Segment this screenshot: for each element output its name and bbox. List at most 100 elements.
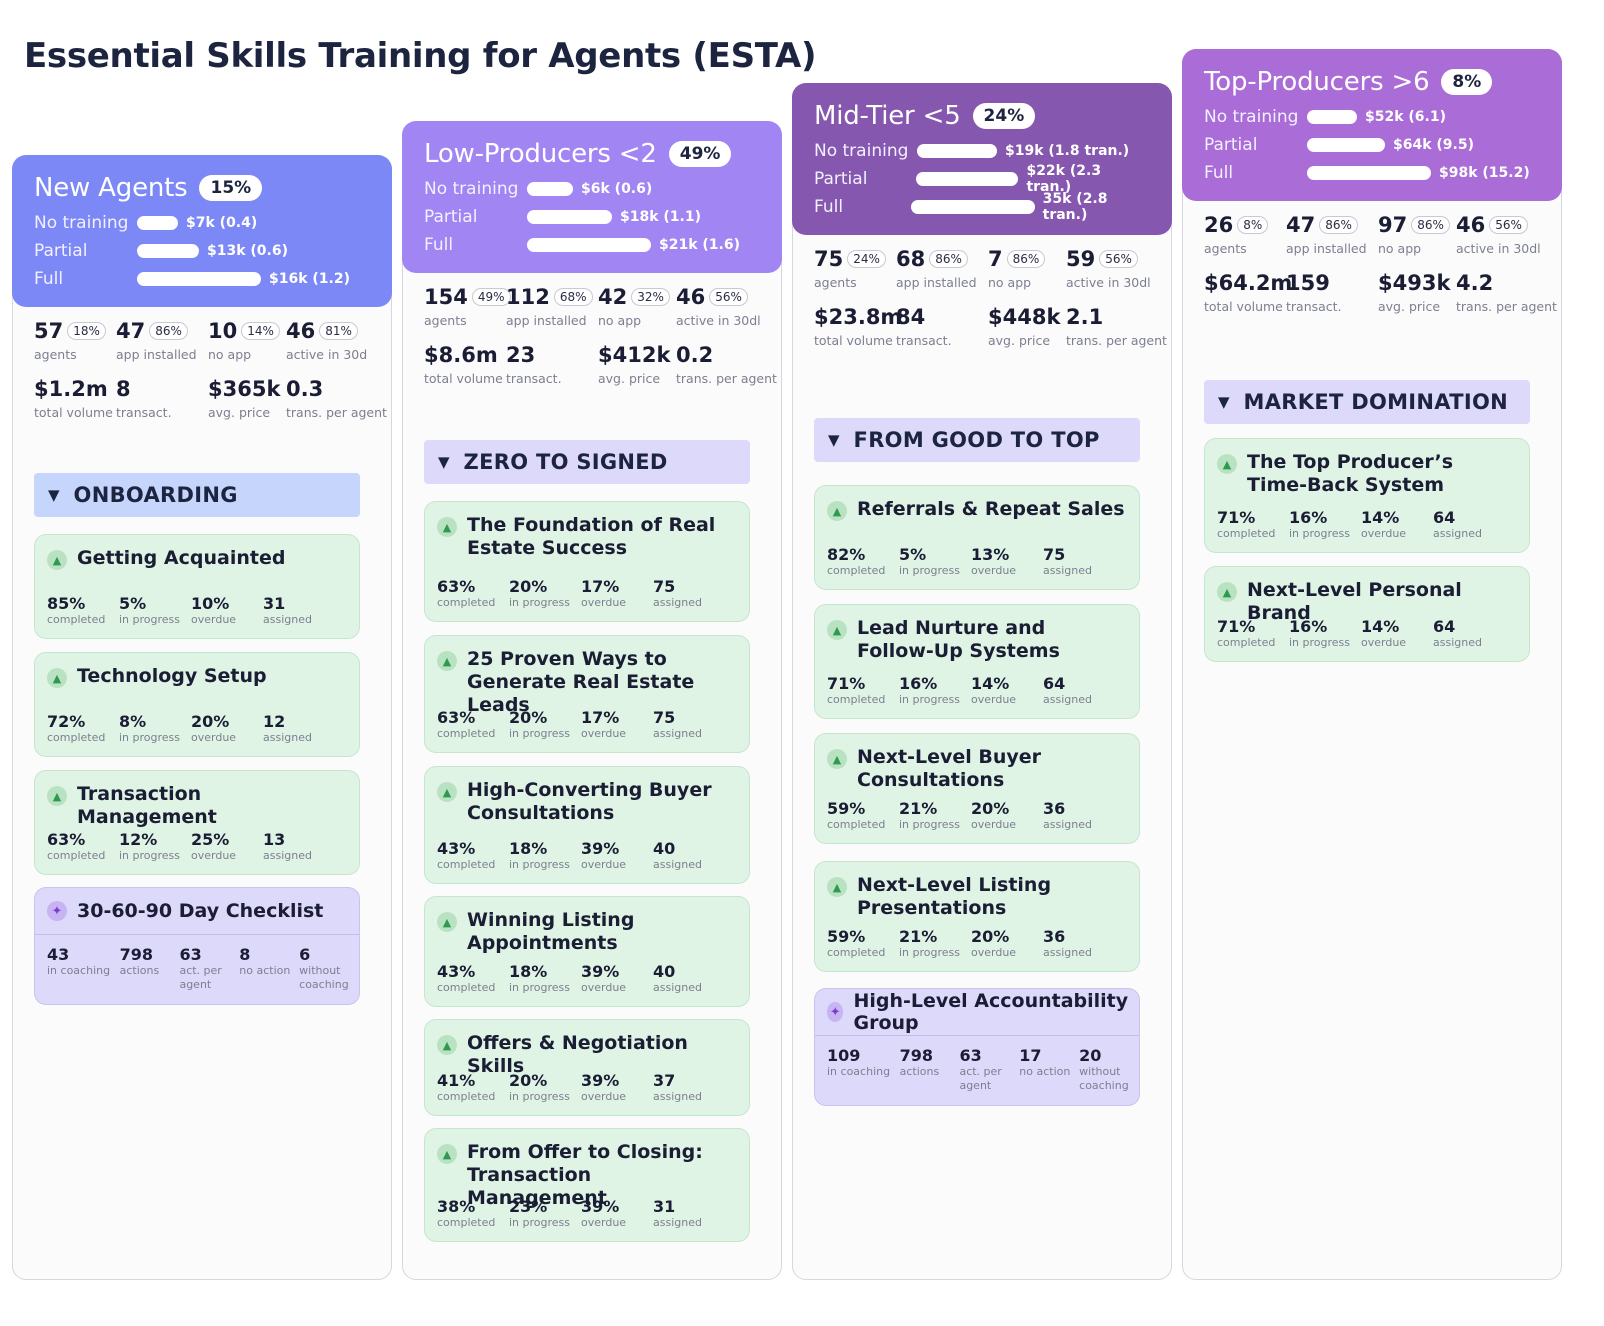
stat-value: $493k <box>1378 271 1451 295</box>
graduation-cap-icon: ▲ <box>437 782 457 802</box>
caret-down-icon[interactable]: ▼ <box>828 431 840 449</box>
stat-value: 46 <box>676 285 706 309</box>
stat-label: trans. per agent <box>1456 299 1557 314</box>
section-header-low-producers[interactable]: ▼ ZERO TO SIGNED <box>424 440 750 484</box>
course-card[interactable]: ▲ Next-Level Buyer Consultations 59% comple… <box>814 733 1140 844</box>
course-card[interactable]: ▲ The Foundation of Real Estate Success 63… <box>424 501 750 622</box>
metric-label: in progress <box>509 596 571 609</box>
course-metric-overdue: 14% overdue <box>1361 508 1433 540</box>
course-card[interactable]: ▲ Lead Nurture and Follow-Up Systems 71% co… <box>814 604 1140 719</box>
course-metric-in-progress: 8% in progress <box>119 712 191 744</box>
course-metric-completed: 59% completed <box>827 927 899 959</box>
coaching-metric-label: actions <box>119 964 160 977</box>
segment-header[interactable]: Mid-Tier <5 24% No training $19k (1.8 tran.… <box>792 83 1172 235</box>
course-card[interactable]: ▲ Next-Level Personal Brand 71% completed 16… <box>1204 566 1530 662</box>
metric-label: completed <box>827 946 886 959</box>
stat-label: agents <box>1204 241 1247 256</box>
course-metric-assigned: 31 assigned <box>653 1197 725 1229</box>
course-card[interactable]: ▲ Next-Level Listing Presentations 59% comp… <box>814 861 1140 972</box>
course-metric-overdue: 20% overdue <box>191 712 263 744</box>
coaching-metric-value: 798 <box>899 1046 934 1065</box>
course-card[interactable]: ▲ High-Converting Buyer Consultations 43% c… <box>424 766 750 884</box>
metric-value: 40 <box>653 962 676 981</box>
metric-label: overdue <box>191 731 237 744</box>
graduation-cap-icon: ▲ <box>827 749 847 769</box>
coaching-card[interactable]: ✦ 30-60-90 Day Checklist 43 in coaching 798 a… <box>34 887 360 1005</box>
course-metric-assigned: 40 assigned <box>653 839 725 871</box>
course-metrics: 63% completed 20% in progress 17% overdue 75 as… <box>437 577 741 609</box>
stat-value: 46 <box>286 319 316 343</box>
stat-label: avg. price <box>598 371 661 386</box>
section-header-new-agents[interactable]: ▼ ONBOARDING <box>34 473 360 517</box>
section-header-top-producers[interactable]: ▼ MARKET DOMINATION <box>1204 380 1530 424</box>
caret-down-icon[interactable]: ▼ <box>1218 393 1230 411</box>
course-card[interactable]: ▲ From Offer to Closing: Transaction Mana… <box>424 1128 750 1242</box>
course-card[interactable]: ▲ Winning Listing Appointments 43% complete… <box>424 896 750 1007</box>
course-metric-in-progress: 12% in progress <box>119 830 191 862</box>
caret-down-icon[interactable]: ▼ <box>438 453 450 471</box>
course-metric-overdue: 14% overdue <box>1361 617 1433 649</box>
performance-label: Partial <box>1204 135 1258 155</box>
section-header-mid-tier[interactable]: ▼ FROM GOOD TO TOP <box>814 418 1140 462</box>
course-metric-assigned: 31 assigned <box>263 594 335 626</box>
segment-header[interactable]: New Agents 15% No training $7k (0.4) Partial… <box>12 155 392 307</box>
course-metric-overdue: 20% overdue <box>971 799 1043 831</box>
course-metric-completed: 82% completed <box>827 545 899 577</box>
stat-top: 154 49% <box>424 282 511 312</box>
performance-row: No training $52k (6.1) <box>1204 103 1540 131</box>
performance-bar <box>1307 166 1431 180</box>
coaching-metric: 798 actions <box>120 945 180 992</box>
section-title: ONBOARDING <box>73 483 238 507</box>
metric-value: 39% <box>581 1197 620 1216</box>
course-head: ▲ Getting Acquainted <box>47 547 347 570</box>
caret-down-icon[interactable]: ▼ <box>48 486 60 504</box>
section-title: MARKET DOMINATION <box>1243 390 1508 414</box>
performance-row: Partial $13k (0.6) <box>34 237 370 265</box>
course-card[interactable]: ▲ Transaction Management 63% completed 12% in… <box>34 770 360 875</box>
course-card[interactable]: ▲ Referrals & Repeat Sales 82% completed 5% i… <box>814 485 1140 590</box>
course-card[interactable]: ▲ 25 Proven Ways to Generate Real Estate … <box>424 635 750 753</box>
coaching-metric-value: 20 <box>1079 1046 1102 1065</box>
course-head: ▲ 25 Proven Ways to Generate Real Estate … <box>437 648 737 716</box>
coaching-card[interactable]: ✦ High-Level Accountability Group 109 in co… <box>814 988 1140 1106</box>
performance-value: $6k (0.6) <box>581 181 653 197</box>
stat-transact-: 84 transact. <box>896 302 988 360</box>
metric-value: 20% <box>191 712 230 731</box>
course-card[interactable]: ▲ Offers & Negotiation Skills 41% completed… <box>424 1019 750 1116</box>
course-metric-overdue: 17% overdue <box>581 577 653 609</box>
performance-label: Full <box>1204 163 1234 183</box>
course-card[interactable]: ▲ Technology Setup 72% completed 8% in progre… <box>34 652 360 757</box>
metric-label: assigned <box>653 981 702 994</box>
segment-stats: 154 49% agents 112 68% app installed 42 32% no a… <box>424 282 777 398</box>
stat-label: trans. per agent <box>1066 333 1167 348</box>
stat-row: $1.2m total volume 8 transact. $365k avg. pri… <box>34 374 387 432</box>
segment-title-row: Top-Producers >6 8% <box>1204 61 1540 103</box>
stat-value: 8 <box>116 377 131 401</box>
metric-value: 41% <box>437 1071 476 1090</box>
metric-value: 64 <box>1433 617 1456 636</box>
stat-value: 59 <box>1066 247 1096 271</box>
metric-label: completed <box>47 613 106 626</box>
performance-row: No training $6k (0.6) <box>424 175 760 203</box>
course-metrics: 71% completed 16% in progress 14% overdue 64 as… <box>827 674 1131 706</box>
course-card[interactable]: ▲ Getting Acquainted 85% completed 5% in prog… <box>34 534 360 639</box>
segment-header[interactable]: Top-Producers >6 8% No training $52k (6.1) P… <box>1182 49 1562 201</box>
stat-top: 97 86% <box>1378 210 1456 240</box>
performance-bar <box>527 182 573 196</box>
course-title: The Top Producer’s Time-Back System <box>1247 451 1454 496</box>
stat-app-installed: 47 86% app installed <box>1286 210 1378 268</box>
stat-active-in-30dl: 46 56% active in 30dl <box>1456 210 1546 268</box>
metric-label: overdue <box>191 613 237 626</box>
course-metric-in-progress: 5% in progress <box>119 594 191 626</box>
metric-value: 16% <box>899 674 938 693</box>
performance-row: Partial $18k (1.1) <box>424 203 760 231</box>
metric-value: 14% <box>1361 508 1400 527</box>
stat-value: $64.2m <box>1204 271 1293 295</box>
stat-label: agents <box>814 275 857 290</box>
course-metric-assigned: 37 assigned <box>653 1071 725 1103</box>
course-card[interactable]: ▲ The Top Producer’s Time-Back System 71% c… <box>1204 438 1530 553</box>
stat-top: 59 56% <box>1066 244 1156 274</box>
stat-label: agents <box>424 313 467 328</box>
stat-top: 75 24% <box>814 244 896 274</box>
segment-header[interactable]: Low-Producers <2 49% No training $6k (0.6) P… <box>402 121 782 273</box>
